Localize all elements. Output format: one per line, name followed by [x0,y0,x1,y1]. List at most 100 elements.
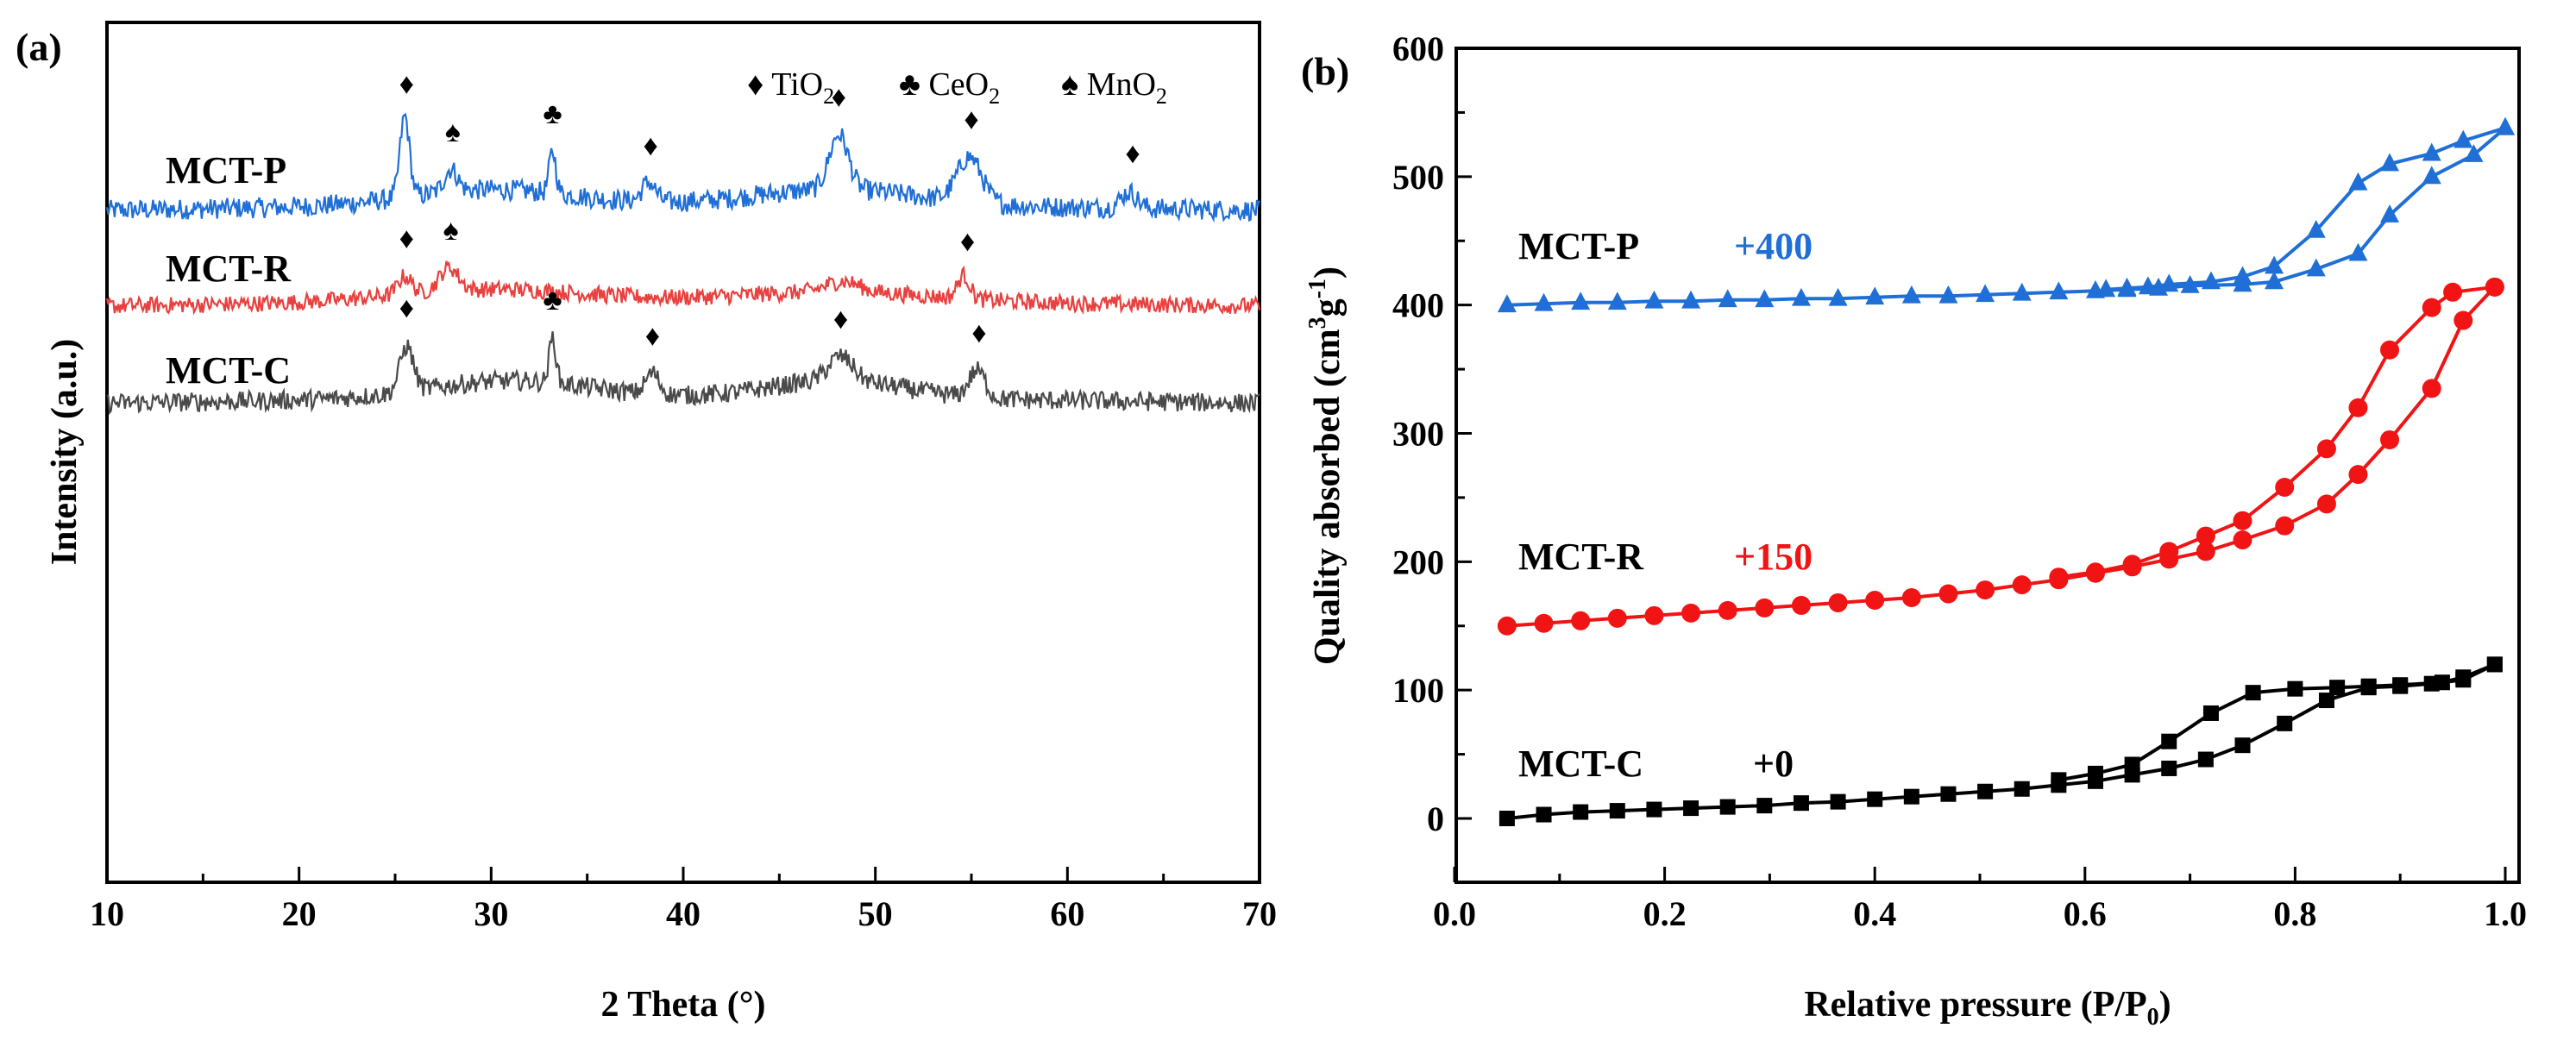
y-title-end: ) [1308,266,1348,279]
peak-marker: ♣ [543,285,562,317]
y-tick-label: 300 [1392,415,1444,454]
data-point [1865,286,1885,305]
panel-a-label: (a) [16,25,62,69]
data-point [2012,282,2032,301]
data-point [2245,685,2261,701]
data-point [1646,801,1662,818]
data-point [1573,804,1589,820]
data-point [1867,791,1883,807]
adsorption-line [1506,285,2497,628]
data-point [2087,765,2103,781]
data-point [1571,292,1591,310]
x-tick-label: 0.4 [1853,894,1896,933]
xrd-label-mct-p: MCT-P [166,149,286,191]
peak-marker: ♠ [445,116,461,148]
y-tick-label: 600 [1392,29,1444,68]
data-point [1644,290,1664,309]
data-point [2287,680,2303,697]
y-tick-label: 0 [1427,799,1444,838]
data-point [1681,603,1701,623]
data-point [1536,806,1552,823]
peak-marker: ♦ [399,69,414,101]
bet-label-mct-r: MCT-R [1518,536,1644,578]
plot-a-legend: ♦ TiO2 ♣ CeO2 ♠ MnO2 [747,66,1167,109]
peak-marker: ♦ [971,317,986,349]
x-tick-label: 50 [858,894,893,933]
data-point [2348,398,2368,417]
x-tick-label: 1.0 [2484,894,2527,933]
bet-label-mct-c: MCT-C [1518,743,1643,785]
peak-marker: ♦ [399,223,414,255]
data-point [2434,674,2450,691]
data-point [2277,715,2293,731]
data-point [1497,616,1517,636]
data-point [2443,282,2463,302]
y-tick-label: 400 [1392,286,1444,325]
data-point [2306,219,2326,238]
x-title-text: Relative pressure (P/P [1804,985,2146,1025]
panel-b-label: (b) [1301,49,1349,93]
data-point [2138,276,2158,295]
data-point [1534,613,1554,633]
data-point [2161,733,2177,749]
data-point [1791,595,1811,615]
data-point [2422,298,2441,317]
x-tick-label: 60 [1050,894,1084,933]
bet-panel: (b) 0.0 0.2 0.4 0.6 0.8 1.0 0 100 200 300 400 500 60… [1301,29,2527,1031]
data-point [1830,793,1846,810]
data-point [1681,290,1701,309]
data-point [1756,798,1773,814]
data-point [2380,429,2400,449]
data-point [1940,786,1957,802]
data-point [1938,285,1958,304]
plot-b-series [1497,116,2515,826]
data-point [1828,287,1848,306]
plot-a-markers: ♦ ♠ ♣ ♦ ♦ ♦ ♦ ♦ ♠ ♦ ♦ ♣ ♦ ♦ ♦ [399,69,1140,353]
data-point [2233,266,2252,285]
x-title-sub: 0 [2147,1004,2159,1031]
plot-a-x-ticks: 10 20 30 40 50 60 70 [90,867,1277,933]
y-title-mid: g [1308,298,1348,317]
x-tick-label: 30 [474,894,508,933]
data-point [2124,756,2140,773]
xrd-curve-mct-r [105,260,1261,316]
plot-a-curves [105,113,1261,416]
data-point [2496,116,2515,135]
data-point [2380,204,2400,223]
peak-marker: ♦ [833,304,848,335]
x-title-end: ) [2159,985,2171,1025]
data-point [2202,705,2219,721]
data-point [2096,279,2116,298]
data-point [1791,287,1811,306]
x-tick-label: 20 [282,894,317,933]
y-title-text: Quality absorbed (cm [1308,329,1348,665]
desorption-line [2058,662,2496,782]
data-point [2265,271,2284,290]
x-tick-label: 0.8 [2273,894,2316,933]
data-point [2392,677,2409,693]
desorption-line [2058,285,2496,580]
data-point [2380,153,2400,172]
data-point [1793,795,1809,812]
bet-offset-mct-c: +0 [1753,743,1794,785]
peak-marker: ♦ [1125,138,1140,170]
data-point [2201,271,2221,290]
x-tick-label: 0.6 [2064,894,2107,933]
plot-a-x-axis-title: 2 Theta (°) [600,985,765,1025]
data-point [2197,751,2214,768]
data-point [1683,800,1700,817]
legend-item: ♣ CeO2 [899,66,1000,109]
plot-b-x-axis-title: Relative pressure (P/P0) [1804,985,2171,1031]
data-point [2012,575,2032,595]
data-point [2316,439,2336,459]
data-point [2486,656,2503,673]
peak-marker: ♦ [832,82,846,114]
data-point [1498,811,1515,826]
data-point [2453,129,2473,148]
data-point [2049,281,2069,300]
data-point [1607,608,1627,628]
y-tick-label: 200 [1392,542,1444,581]
data-point [2453,310,2473,330]
desorption-line [2106,126,2506,292]
plot-b-frame [1454,47,2521,884]
